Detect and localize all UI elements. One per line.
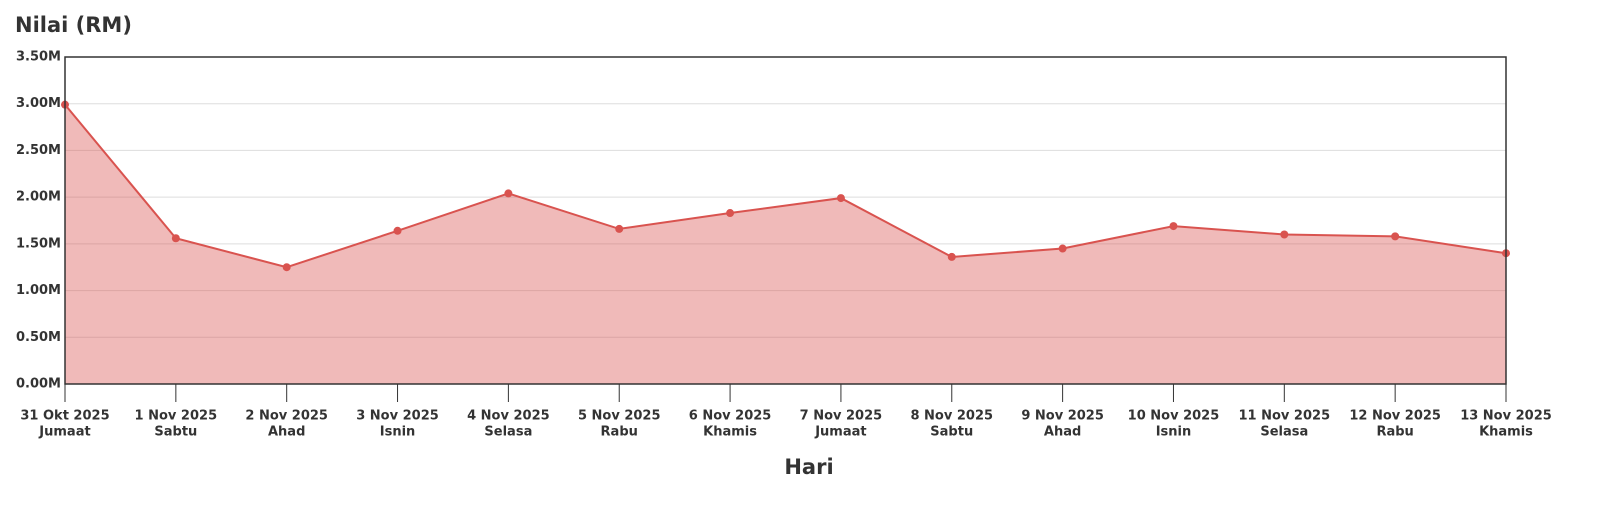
- point: [1280, 230, 1289, 239]
- x-tick-label: Sabtu: [930, 425, 973, 440]
- x-tick-label: 12 Nov 2025: [1349, 409, 1441, 424]
- plot-frame: [64, 56, 1507, 385]
- point: [726, 209, 735, 218]
- y-tick-label: 2.50M: [16, 143, 61, 158]
- x-tick-label: 9 Nov 2025: [1021, 409, 1104, 424]
- x-tick-label: Ahad: [1044, 425, 1081, 440]
- y-tick-label: 3.00M: [16, 96, 61, 111]
- x-tick-label: 7 Nov 2025: [800, 409, 883, 424]
- point: [1169, 222, 1178, 231]
- x-tick-label: Isnin: [1156, 425, 1192, 440]
- y-tick-label: 1.50M: [16, 236, 61, 251]
- x-tick-label: Rabu: [601, 425, 638, 440]
- x-tick-label: Jumaat: [38, 425, 90, 440]
- x-tick-label: 4 Nov 2025: [467, 409, 550, 424]
- x-axis-label: Hari: [784, 455, 833, 479]
- x-tick-label: Khamis: [703, 425, 757, 440]
- point: [1391, 232, 1400, 241]
- x-tick-label: 13 Nov 2025: [1460, 409, 1552, 424]
- x-tick-label: Selasa: [484, 425, 532, 440]
- point: [836, 194, 845, 203]
- y-tick-label: 2.00M: [16, 190, 61, 205]
- x-tick-label: Rabu: [1376, 425, 1413, 440]
- area: [65, 104, 1506, 385]
- y-tick-label: 3.50M: [16, 50, 61, 65]
- y-tick-label: 0.50M: [16, 330, 61, 345]
- x-tick-label: 1 Nov 2025: [135, 409, 218, 424]
- x-tick-label: 6 Nov 2025: [689, 409, 772, 424]
- x-tick-label: Selasa: [1260, 425, 1308, 440]
- x-tick-label: Isnin: [380, 425, 416, 440]
- point: [393, 226, 402, 235]
- x-tick-label: 8 Nov 2025: [910, 409, 993, 424]
- point: [171, 234, 180, 243]
- x-tick-label: Khamis: [1479, 425, 1533, 440]
- point: [282, 263, 291, 272]
- y-tick-label: 0.00M: [16, 377, 61, 392]
- point: [1058, 244, 1067, 253]
- point: [615, 224, 624, 233]
- x-tick-label: 10 Nov 2025: [1128, 409, 1220, 424]
- x-tick-label: 11 Nov 2025: [1239, 409, 1331, 424]
- x-tick-label: 3 Nov 2025: [356, 409, 439, 424]
- line: [64, 104, 1507, 269]
- x-tick-label: Jumaat: [814, 425, 866, 440]
- x-tick-label: 2 Nov 2025: [245, 409, 328, 424]
- y-tick-label: 1.00M: [16, 283, 61, 298]
- x-tick-label: 31 Okt 2025: [20, 409, 109, 424]
- point: [947, 252, 956, 261]
- x-tick-label: Ahad: [268, 425, 305, 440]
- point: [504, 189, 513, 198]
- x-tick-label: 5 Nov 2025: [578, 409, 661, 424]
- x-tick-label: Sabtu: [154, 425, 197, 440]
- chart-title: Nilai (RM): [15, 13, 132, 37]
